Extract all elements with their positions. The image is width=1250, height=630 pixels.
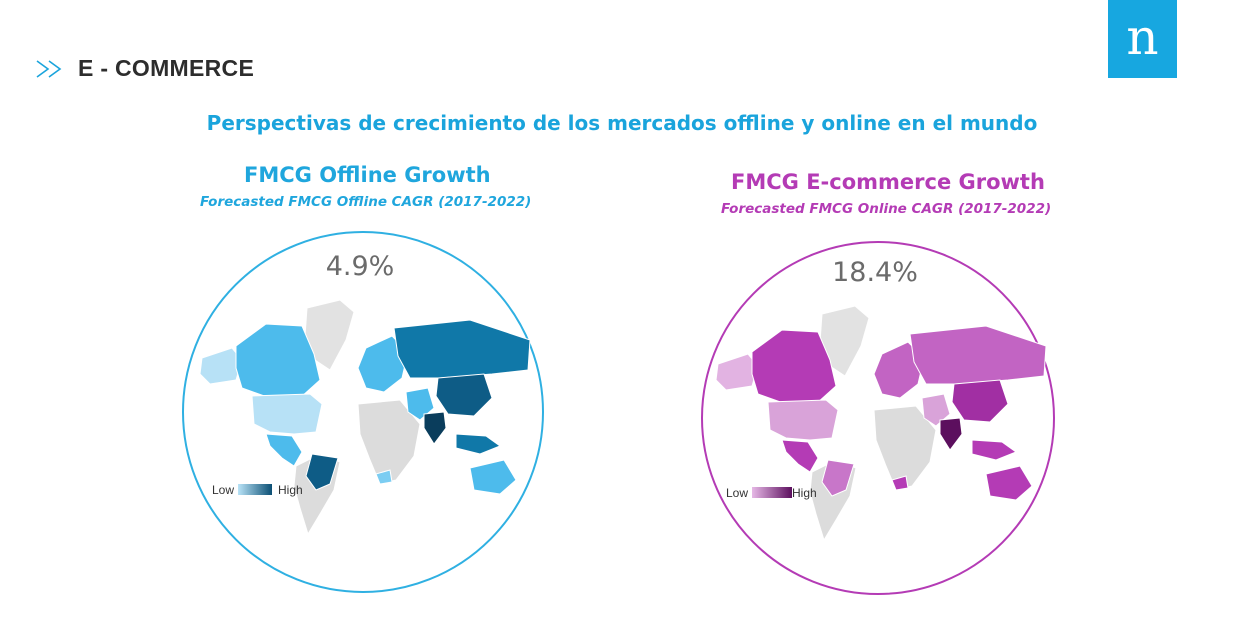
region-china xyxy=(951,379,1009,423)
brand-logo: n xyxy=(1108,0,1177,78)
page-subtitle: Perspectivas de crecimiento de los merca… xyxy=(206,111,1038,135)
online-legend-low: Low xyxy=(726,486,748,500)
online-legend-high: High xyxy=(792,486,817,500)
region-brazil xyxy=(305,453,339,491)
region-india xyxy=(423,411,447,445)
region-usa xyxy=(767,399,839,441)
offline-growth-map: 4.9% Low High xyxy=(182,231,544,593)
region-europe xyxy=(873,341,925,399)
section-header: E - COMMERCE xyxy=(34,55,254,82)
region-canada xyxy=(235,323,321,399)
offline-legend-low: Low xyxy=(212,483,234,497)
region-alaska xyxy=(199,347,243,385)
online-cagr-value: 18.4% xyxy=(832,257,918,288)
offline-legend-high: High xyxy=(278,483,303,497)
online-growth-map: 18.4% Low High xyxy=(701,241,1055,595)
region-russia xyxy=(393,319,531,379)
offline-cagr-value: 4.9% xyxy=(326,251,395,282)
region-south-africa xyxy=(891,475,909,491)
region-africa xyxy=(357,399,421,485)
region-indonesia xyxy=(971,439,1018,461)
region-canada xyxy=(751,329,837,405)
region-china xyxy=(435,373,493,417)
region-mexico xyxy=(265,433,303,467)
double-chevron-icon xyxy=(36,59,62,78)
offline-map-subtitle: Forecasted FMCG Offline CAGR (2017-2022) xyxy=(200,194,532,210)
region-australia xyxy=(985,465,1033,501)
offline-legend-scale xyxy=(238,484,272,495)
section-title: E - COMMERCE xyxy=(78,55,255,81)
offline-map-title: FMCG Offline Growth xyxy=(244,163,491,187)
online-map-subtitle: Forecasted FMCG Online CAGR (2017-2022) xyxy=(721,201,1052,217)
region-europe xyxy=(357,335,409,393)
region-australia xyxy=(469,459,517,495)
region-south-africa xyxy=(375,469,393,485)
region-alaska xyxy=(715,353,759,391)
online-legend-scale xyxy=(752,487,792,498)
region-indonesia xyxy=(455,433,502,455)
online-map-title: FMCG E-commerce Growth xyxy=(731,170,1045,194)
logo-letter: n xyxy=(1126,8,1159,66)
region-india xyxy=(939,417,963,451)
region-africa xyxy=(873,405,937,491)
region-mexico xyxy=(781,439,819,473)
region-usa xyxy=(251,393,323,435)
region-brazil xyxy=(821,459,855,497)
region-russia xyxy=(909,325,1047,385)
